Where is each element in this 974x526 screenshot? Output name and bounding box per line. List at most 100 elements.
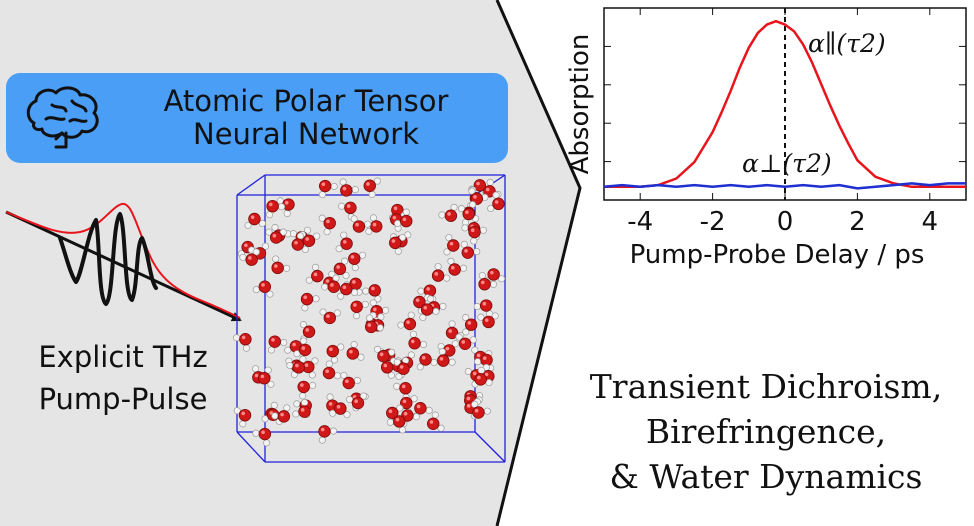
hydrogen-atom	[271, 223, 279, 232]
water-molecule	[302, 357, 319, 379]
oxygen-highlight	[439, 357, 444, 361]
oxygen-highlight	[461, 340, 466, 344]
water-molecule	[447, 257, 468, 276]
hydrogen-atom	[258, 219, 266, 227]
water-molecule	[339, 178, 359, 197]
oxygen-highlight	[300, 408, 305, 412]
hydrogen-atom	[267, 380, 275, 388]
hydrogen-atom	[447, 257, 455, 265]
water-molecule	[443, 234, 460, 256]
conclusion-line3: & Water Dynamics	[609, 457, 923, 496]
hydrogen-atom	[457, 205, 466, 213]
pulse-caption-line1: Explicit THz	[38, 340, 208, 374]
oxygen-highlight	[465, 210, 469, 214]
oxygen-highlight	[467, 321, 472, 325]
water-molecule	[408, 330, 428, 350]
hydrogen-atom	[313, 232, 321, 240]
hydrogen-atom	[337, 343, 345, 351]
oxygen-highlight	[241, 411, 246, 416]
series-parallel-line	[604, 19, 966, 189]
oxygen-highlight	[284, 200, 289, 205]
water-molecule	[271, 255, 291, 275]
oxygen-highlight	[301, 346, 306, 350]
water-molecule	[478, 271, 498, 291]
hydrogen-atom	[261, 242, 270, 250]
oxygen-highlight	[388, 409, 393, 413]
oxygen-highlight	[342, 240, 347, 244]
hydrogen-atom	[265, 228, 273, 236]
water-molecule	[394, 208, 413, 228]
oxygen-highlight	[401, 384, 406, 389]
water-molecule	[265, 228, 287, 244]
hydrogen-atom	[266, 290, 274, 298]
water-molecule	[473, 299, 494, 318]
water-molecule	[346, 392, 368, 410]
hydrogen-atom	[341, 257, 349, 265]
oxygen-highlight	[406, 320, 410, 325]
series-perpendicular-label: α⊥(τ2)	[742, 149, 832, 178]
oxygen-highlight	[482, 301, 487, 306]
oxygen-highlight	[295, 363, 299, 368]
pulse-oscillation	[58, 212, 158, 306]
oxygen-highlight	[383, 363, 388, 368]
oxygen-highlight	[352, 280, 356, 284]
oxygen-highlight	[476, 181, 480, 186]
box-edge	[236, 431, 266, 463]
box-edge	[236, 174, 266, 196]
pulse-caption: Explicit THz Pump-Pulse	[0, 336, 246, 420]
oxygen-highlight	[328, 402, 333, 406]
oxygen-highlight	[349, 349, 353, 354]
oxygen-highlight	[330, 283, 334, 287]
oxygen-highlight	[421, 355, 426, 360]
hydrogen-atom	[343, 411, 351, 419]
oxygen-highlight	[416, 404, 421, 409]
hydrogen-atom	[407, 351, 415, 359]
water-molecule	[362, 284, 382, 303]
box-edge	[474, 431, 506, 463]
hydrogen-atom	[305, 276, 313, 284]
hydrogen-atom	[299, 321, 308, 329]
oxygen-highlight	[313, 272, 318, 277]
propagation-arrow	[5, 210, 242, 322]
x-tick-label: -4	[627, 207, 653, 237]
hydrogen-atom	[471, 400, 479, 408]
water-molecule	[232, 333, 252, 352]
x-tick-label: 4	[922, 207, 939, 237]
hydrogen-atom	[387, 371, 395, 379]
oxygen-highlight	[485, 187, 490, 192]
oxygen-highlight	[304, 363, 309, 367]
series-parallel-label: α∥(τ2)	[808, 29, 886, 58]
oxygen-highlight	[268, 202, 273, 207]
water-molecule	[437, 340, 459, 357]
hydrogen-atom	[233, 407, 241, 415]
hydrogen-atom	[410, 395, 418, 403]
oxygen-highlight	[470, 228, 475, 233]
oxygen-highlight	[391, 239, 396, 243]
hydrogen-atom	[329, 409, 337, 417]
water-molecule	[437, 348, 456, 367]
oxygen-highlight	[271, 338, 275, 342]
oxygen-highlight	[372, 222, 377, 227]
oxygen-highlight	[403, 411, 408, 416]
hydrogen-atom	[284, 346, 292, 354]
water-molecule	[233, 407, 252, 428]
oxygen-highlight	[494, 200, 499, 204]
oxygen-highlight	[484, 372, 489, 377]
oxygen-highlight	[272, 233, 277, 238]
water-molecule	[393, 358, 410, 381]
water-molecule	[305, 263, 324, 284]
water-molecule	[348, 251, 367, 272]
oxygen-highlight	[474, 408, 479, 413]
oxygen-highlight	[464, 249, 468, 253]
oxygen-highlight	[294, 240, 298, 245]
oxygen-highlight	[423, 305, 428, 310]
water-molecule	[340, 371, 361, 390]
oxygen-highlight	[466, 396, 471, 401]
oxygen-highlight	[395, 417, 400, 422]
water-molecule	[300, 292, 320, 312]
hydrogen-atom	[335, 245, 343, 253]
water-molecule	[337, 282, 359, 300]
water-molecule	[335, 231, 353, 253]
